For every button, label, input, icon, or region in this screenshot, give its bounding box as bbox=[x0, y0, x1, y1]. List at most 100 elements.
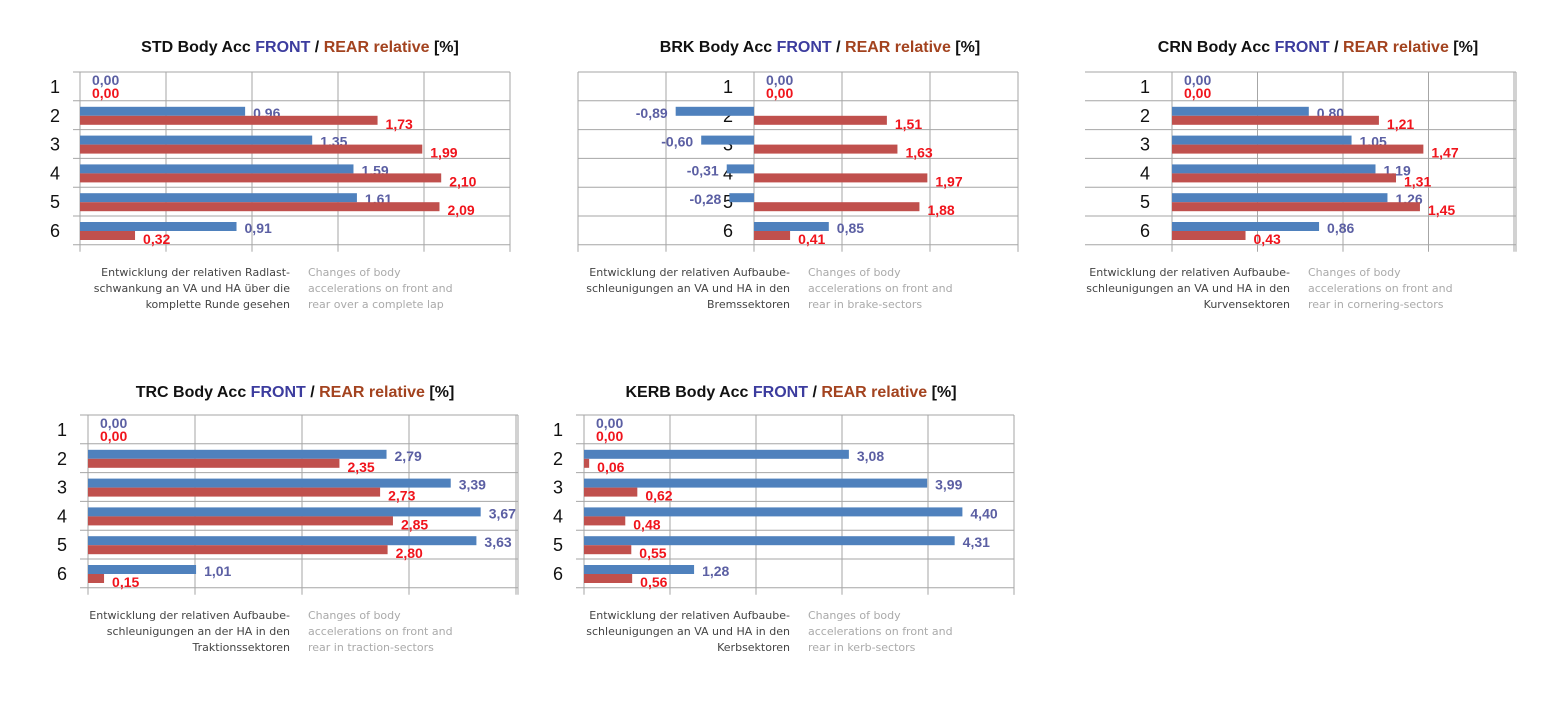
caption-german: Entwicklung der relativen Aufbaube- bbox=[589, 609, 790, 622]
category-label: 4 bbox=[553, 506, 563, 526]
rear-bar bbox=[1172, 231, 1246, 240]
chart-5: KERB Body Acc FRONT / REAR relative [%] 1… bbox=[553, 384, 1015, 654]
category-label: 6 bbox=[553, 564, 563, 584]
front-value-label: 2,79 bbox=[395, 448, 422, 464]
front-bar bbox=[1172, 135, 1352, 145]
front-bar bbox=[80, 193, 357, 203]
caption-english: Changes of body bbox=[1308, 266, 1401, 279]
title-rear: REAR bbox=[1343, 39, 1389, 56]
front-value-label: 0,00 bbox=[100, 415, 127, 431]
front-bar bbox=[584, 478, 928, 488]
front-bar bbox=[584, 536, 955, 546]
category-label: 4 bbox=[1140, 163, 1150, 183]
rear-bar bbox=[88, 458, 340, 468]
title-relative: relative bbox=[1388, 39, 1453, 56]
chart-title: CRN Body Acc FRONT / REAR relative [%] bbox=[1158, 39, 1478, 56]
front-bar bbox=[1172, 164, 1376, 174]
title-unit: [%] bbox=[434, 39, 459, 56]
caption-english: accelerations on front and bbox=[308, 282, 453, 295]
caption-english: Changes of body bbox=[308, 609, 401, 622]
rear-bar bbox=[754, 115, 887, 125]
rear-bar bbox=[754, 202, 920, 212]
caption-english: Changes of body bbox=[808, 266, 901, 279]
rear-bar bbox=[1172, 115, 1379, 125]
front-bar bbox=[701, 135, 754, 145]
front-value-label: 0,00 bbox=[1184, 72, 1211, 88]
front-value-label: 3,63 bbox=[484, 534, 511, 550]
front-value-label: 0,85 bbox=[837, 220, 864, 236]
title-relative: relative bbox=[867, 384, 932, 401]
caption-german: Kerbsektoren bbox=[717, 641, 790, 654]
rear-bar bbox=[80, 202, 440, 212]
front-value-label: -0,31 bbox=[687, 162, 719, 178]
front-bar bbox=[754, 222, 829, 231]
rear-value-label: 1,99 bbox=[430, 145, 457, 161]
category-label: 2 bbox=[50, 106, 60, 126]
caption-english: accelerations on front and bbox=[1308, 282, 1453, 295]
category-label: 2 bbox=[57, 449, 67, 469]
rear-bar bbox=[88, 487, 381, 497]
caption-german: Entwicklung der relativen Aufbaube- bbox=[1089, 266, 1290, 279]
category-label: 1 bbox=[1140, 77, 1150, 97]
rear-value-label: 1,31 bbox=[1404, 173, 1431, 189]
rear-bar bbox=[1172, 202, 1420, 212]
caption-german: komplette Runde gesehen bbox=[146, 298, 290, 311]
title-sep: / bbox=[832, 39, 845, 56]
rear-value-label: 2,10 bbox=[449, 173, 476, 189]
category-label: 4 bbox=[57, 506, 67, 526]
caption-english: accelerations on front and bbox=[308, 625, 453, 638]
title-unit: [%] bbox=[429, 384, 454, 401]
chart-1: STD Body Acc FRONT / REAR relative [%] 1 0… bbox=[50, 39, 511, 311]
caption-english: accelerations on front and bbox=[808, 282, 953, 295]
category-label: 4 bbox=[50, 163, 60, 183]
caption-english: Changes of body bbox=[808, 609, 901, 622]
category-label: 5 bbox=[57, 535, 67, 555]
category-label: 3 bbox=[57, 478, 67, 498]
rear-bar bbox=[584, 574, 633, 583]
category-label: 1 bbox=[723, 77, 733, 97]
title-rear: REAR bbox=[324, 39, 370, 56]
rear-bar bbox=[584, 516, 626, 526]
front-bar bbox=[80, 164, 354, 174]
rear-value-label: 0,00 bbox=[100, 428, 127, 444]
rear-value-label: 0,06 bbox=[597, 459, 624, 475]
rear-value-label: 0,00 bbox=[596, 428, 623, 444]
front-value-label: 1,01 bbox=[204, 563, 231, 579]
rear-value-label: 1,73 bbox=[386, 116, 413, 132]
rear-value-label: 0,62 bbox=[645, 488, 672, 504]
category-label: 5 bbox=[553, 535, 563, 555]
chart-4: TRC Body Acc FRONT / REAR relative [%] 1 0… bbox=[57, 384, 519, 654]
front-bar bbox=[726, 164, 754, 174]
caption-english: rear in traction-sectors bbox=[308, 641, 434, 654]
title-unit: [%] bbox=[955, 39, 980, 56]
title-prefix: BRK Body Acc bbox=[660, 39, 777, 56]
rear-value-label: 1,97 bbox=[935, 173, 962, 189]
title-front: FRONT bbox=[1275, 39, 1330, 56]
front-bar bbox=[80, 106, 246, 116]
caption-german: Entwicklung der relativen Aufbaube- bbox=[89, 609, 290, 622]
title-rear: REAR bbox=[845, 39, 891, 56]
title-relative: relative bbox=[369, 39, 434, 56]
rear-bar bbox=[584, 487, 638, 497]
rear-value-label: 1,21 bbox=[1387, 116, 1414, 132]
front-bar bbox=[88, 507, 481, 517]
caption-german: schleunigungen an der HA in den bbox=[107, 625, 290, 638]
rear-value-label: 1,63 bbox=[905, 145, 932, 161]
front-value-label: -0,28 bbox=[689, 191, 721, 207]
category-label: 3 bbox=[1140, 135, 1150, 155]
caption-english: Changes of body bbox=[308, 266, 401, 279]
title-unit: [%] bbox=[1453, 39, 1478, 56]
front-value-label: 0,91 bbox=[245, 220, 272, 236]
caption-german: Entwicklung der relativen Radlast- bbox=[101, 266, 290, 279]
front-bar bbox=[88, 536, 477, 546]
rear-value-label: 0,48 bbox=[633, 516, 660, 532]
caption-german: schwankung an VA und HA über die bbox=[94, 282, 290, 295]
title-prefix: KERB Body Acc bbox=[625, 384, 752, 401]
front-bar bbox=[80, 222, 237, 231]
rear-bar bbox=[80, 231, 136, 240]
title-sep: / bbox=[310, 39, 323, 56]
category-label: 5 bbox=[723, 192, 733, 212]
category-label: 3 bbox=[553, 478, 563, 498]
rear-value-label: 0,43 bbox=[1254, 231, 1281, 247]
